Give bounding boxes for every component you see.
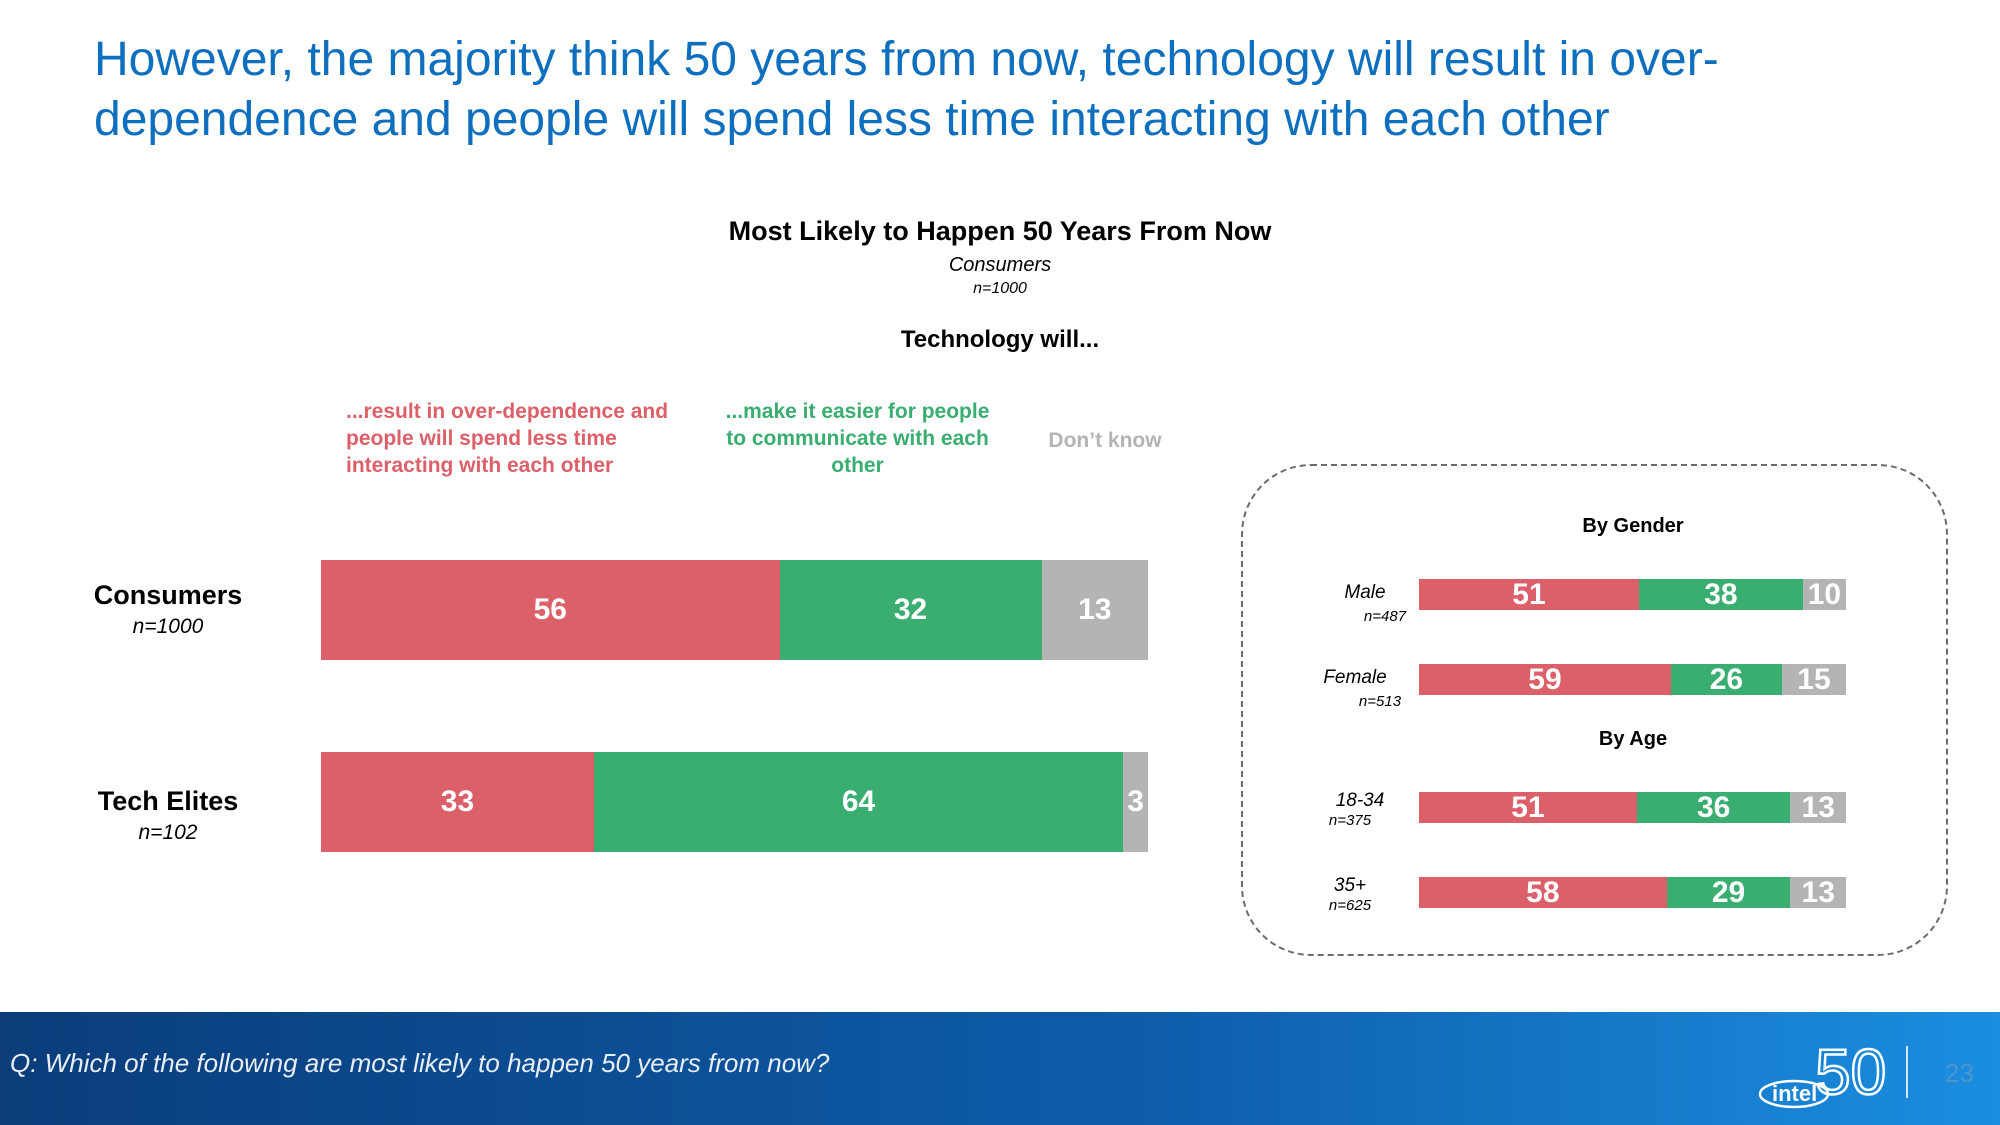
bar-segment-easier-communicate: 26 — [1670, 664, 1782, 695]
group-title-gender: By Gender — [1582, 515, 1684, 537]
row-label-female: Female n=513 — [1295, 667, 1415, 710]
row-name: Male — [1344, 582, 1386, 603]
row-sample-size: n=1000 — [132, 615, 204, 638]
bar-35-plus: 58 29 13 — [1419, 877, 1846, 908]
bar-segment-over-dependence: 51 — [1419, 579, 1639, 610]
bar-consumers: 56 32 13 — [321, 560, 1148, 660]
bar-segment-dont-know: 13 — [1790, 792, 1846, 823]
logo-text: intel — [1772, 1081, 1817, 1106]
row-sample-size: n=513 — [1358, 693, 1402, 710]
legend-dont-know: Don’t know — [1048, 429, 1162, 452]
row-label-tech-elites: Tech Elites n=102 — [58, 786, 278, 845]
bar-18-34: 51 36 13 — [1419, 792, 1846, 823]
bar-segment-dont-know: 13 — [1790, 877, 1846, 908]
row-label-35-plus: 35+ n=625 — [1290, 875, 1410, 914]
group-title-age: By Age — [1598, 728, 1668, 750]
row-label-male: Male n=487 — [1305, 582, 1425, 625]
page-number: 23 — [1945, 1058, 1974, 1088]
bar-segment-over-dependence: 56 — [321, 560, 780, 660]
intel-50-logo: 50 intel — [1758, 1035, 1887, 1109]
row-sample-size: n=487 — [1363, 608, 1407, 625]
bar-segment-easier-communicate: 64 — [593, 752, 1124, 852]
footer-divider — [1906, 1046, 1908, 1098]
chart-title: Most Likely to Happen 50 Years From Now — [728, 216, 1272, 246]
bar-segment-over-dependence: 51 — [1419, 792, 1637, 823]
bar-segment-dont-know: 10 — [1802, 579, 1846, 610]
bar-segment-easier-communicate: 29 — [1666, 877, 1791, 908]
bar-female: 59 26 15 — [1419, 664, 1846, 695]
row-label-18-34: 18-34 n=375 — [1300, 790, 1420, 829]
row-sample-size: n=102 — [138, 821, 198, 844]
chart-subtitle: Consumers — [948, 254, 1052, 276]
row-name: 35+ — [1333, 875, 1367, 896]
breakdown-panel — [1241, 464, 1948, 956]
bar-tech-elites: 33 64 3 — [321, 752, 1148, 852]
bar-segment-dont-know: 15 — [1781, 664, 1846, 695]
survey-question: Q: Which of the following are most likel… — [10, 1048, 830, 1078]
legend-over-dependence: ...result in over-dependence and people … — [346, 400, 669, 477]
bar-segment-dont-know: 3 — [1123, 752, 1148, 852]
bar-segment-over-dependence: 58 — [1419, 877, 1667, 908]
bar-male: 51 38 10 — [1419, 579, 1846, 610]
chart-sample-size: n=1000 — [973, 280, 1027, 297]
legend-easier-communicate: ...make it easier for people to communic… — [725, 400, 990, 477]
bar-segment-easier-communicate: 32 — [779, 560, 1042, 660]
row-sample-size: n=625 — [1328, 897, 1372, 914]
bar-segment-easier-communicate: 36 — [1636, 792, 1791, 823]
footer-band — [0, 1012, 2000, 1125]
row-name: Consumers — [93, 580, 243, 610]
row-name: 18-34 — [1335, 790, 1385, 811]
row-label-consumers: Consumers n=1000 — [58, 580, 278, 639]
bar-segment-dont-know: 13 — [1041, 560, 1148, 660]
bar-segment-easier-communicate: 38 — [1638, 579, 1803, 610]
bar-segment-over-dependence: 33 — [321, 752, 594, 852]
row-name: Female — [1323, 667, 1387, 688]
page-title: However, the majority think 50 years fro… — [94, 33, 1719, 146]
bar-segment-over-dependence: 59 — [1419, 664, 1671, 695]
row-sample-size: n=375 — [1328, 812, 1372, 829]
row-name: Tech Elites — [97, 786, 239, 816]
question-stem: Technology will... — [900, 326, 1100, 353]
